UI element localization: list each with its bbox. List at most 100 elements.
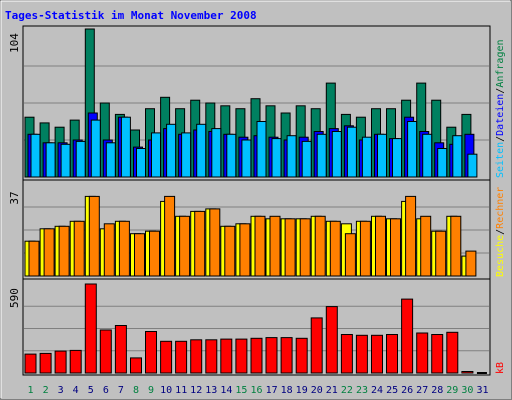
bar-kb-day-3 [54, 350, 67, 374]
x-label-day-8: 8 [133, 385, 139, 396]
bar-kb-day-20 [310, 317, 323, 374]
bar-rechner-day-27 [420, 215, 432, 277]
bar-rechner-day-21 [329, 220, 341, 277]
y-axis-max-labels: 104 37 590 [8, 33, 21, 308]
bar-kb-day-19 [295, 337, 308, 374]
x-label-day-30: 30 [461, 385, 473, 396]
legend-kb: kB [495, 362, 506, 374]
bar-kb-day-4 [69, 349, 82, 374]
bar-rechner-day-13 [209, 208, 221, 277]
bar-rechner-day-28 [435, 230, 447, 277]
bar-seiten-day-6 [105, 142, 116, 178]
bar-seiten-day-2 [45, 142, 56, 178]
bar-rechner-day-4 [73, 220, 85, 277]
legend-top: Seiten/Dateien/Anfragen [495, 39, 506, 178]
x-label-day-25: 25 [386, 385, 398, 396]
bar-kb-day-18 [280, 337, 293, 374]
x-label-day-28: 28 [431, 385, 443, 396]
x-label-day-9: 9 [148, 385, 154, 396]
bar-seiten-day-9 [151, 132, 161, 178]
bar-rechner-day-3 [58, 225, 70, 277]
bar-kb-day-27 [416, 332, 429, 374]
bar-kb-day-9 [145, 331, 157, 374]
bar-kb-day-7 [114, 325, 127, 374]
bar-rechner-day-15 [239, 223, 251, 277]
x-label-day-11: 11 [175, 385, 187, 396]
bar-kb-day-5 [84, 283, 97, 374]
legend-middle: Besuche/Rechner [495, 187, 506, 277]
bar-kb-day-25 [386, 334, 398, 374]
x-label-day-22: 22 [341, 385, 353, 396]
x-label-day-13: 13 [205, 385, 217, 396]
bar-seiten-day-28 [437, 148, 448, 178]
bar-kb-day-29 [446, 331, 459, 374]
bar-seiten-day-13 [211, 128, 222, 178]
bar-rechner-day-12 [194, 210, 206, 277]
bar-kb-day-1 [24, 353, 37, 374]
x-label-day-24: 24 [371, 385, 383, 396]
bar-seiten-day-18 [286, 135, 297, 178]
bar-seiten-day-17 [271, 138, 282, 178]
bar-seiten-day-19 [301, 140, 312, 178]
bar-rechner-day-26 [405, 195, 417, 277]
x-label-day-12: 12 [190, 385, 202, 396]
bar-kb-day-23 [355, 334, 368, 374]
legend-besuche: Besuche [495, 235, 506, 277]
legend-separator: / [495, 229, 506, 235]
x-label-day-1: 1 [27, 385, 33, 396]
bar-rechner-day-2 [43, 228, 55, 277]
x-label-day-5: 5 [88, 385, 94, 396]
bar-kb-day-12 [190, 339, 203, 374]
bar-kb-day-8 [130, 357, 142, 374]
bar-rechner-day-16 [254, 215, 266, 277]
x-label-day-17: 17 [266, 385, 278, 396]
bar-seiten-day-22 [346, 126, 357, 178]
bar-kb-day-24 [371, 334, 383, 374]
right-legend-labels: Seiten/Dateien/Anfragen Besuche/Rechner kB [495, 39, 506, 374]
bar-rechner-day-11 [179, 215, 191, 277]
bar-seiten-day-27 [422, 133, 433, 178]
bar-kb-day-21 [325, 306, 338, 374]
bar-seiten-day-23 [361, 136, 372, 178]
x-label-day-21: 21 [326, 385, 338, 396]
bar-rechner-day-23 [359, 220, 371, 277]
bar-kb-day-17 [265, 337, 278, 374]
bar-rechner-day-10 [164, 195, 176, 277]
x-label-day-27: 27 [416, 385, 428, 396]
x-label-day-23: 23 [356, 385, 368, 396]
bar-seiten-day-1 [30, 133, 41, 178]
bar-rechner-day-18 [284, 218, 296, 277]
x-label-day-15: 15 [235, 385, 247, 396]
bar-kb-day-22 [340, 334, 353, 374]
legend-separator: / [495, 136, 506, 142]
x-label-day-10: 10 [160, 385, 172, 396]
bar-seiten-day-29 [452, 135, 463, 178]
bar-seiten-day-7 [120, 116, 131, 178]
bar-rechner-day-7 [118, 220, 130, 277]
bar-seiten-day-26 [407, 121, 418, 178]
bar-seiten-day-24 [377, 133, 387, 178]
bar-seiten-day-4 [75, 140, 86, 178]
bar-rechner-day-6 [103, 223, 115, 277]
x-label-day-3: 3 [58, 385, 64, 396]
y-max-label-top: 104 [8, 33, 21, 53]
x-label-day-14: 14 [220, 385, 232, 396]
bar-seiten-day-14 [226, 133, 237, 178]
x-axis-day-labels: 1 2 3 4 5 6 7 8 9 10 11 12 13 14 15 16 17 18 19 20 21 22 23 24 2… [27, 385, 488, 396]
chart-bars [24, 28, 487, 374]
bar-kb-day-11 [175, 340, 188, 374]
bar-rechner-day-25 [390, 218, 401, 277]
bar-rechner-day-17 [269, 215, 281, 277]
legend-separator: / [495, 88, 506, 94]
bar-seiten-day-11 [181, 132, 192, 178]
x-label-day-2: 2 [43, 385, 49, 396]
bar-seiten-day-20 [316, 133, 327, 178]
legend-seiten: Seiten [495, 142, 506, 178]
legend-anfragen: Anfragen [495, 39, 506, 87]
bar-seiten-day-15 [241, 139, 252, 178]
x-label-day-31: 31 [476, 385, 488, 396]
bar-rechner-day-20 [314, 215, 326, 277]
bar-rechner-day-14 [224, 225, 236, 277]
bar-rechner-day-5 [88, 195, 100, 277]
